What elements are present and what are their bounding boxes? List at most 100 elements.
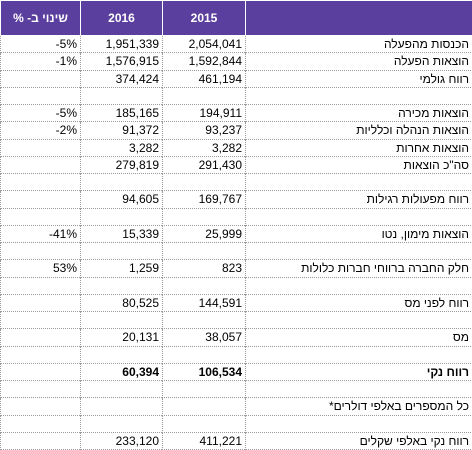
empty-cell: [1, 139, 81, 156]
empty-cell: [163, 381, 246, 398]
value-2015: 169,767: [163, 191, 246, 208]
row-label: הוצאות מכירה: [246, 105, 472, 122]
empty-cell: [81, 208, 163, 225]
table-row: [1, 87, 472, 104]
empty-cell: [1, 243, 81, 260]
empty-cell: [81, 415, 163, 432]
value-2015: 461,194: [163, 70, 246, 87]
empty-cell: [1, 415, 81, 432]
empty-cell: [81, 277, 163, 294]
row-label: רווח גולמי: [246, 70, 472, 87]
value-2016: 233,120: [81, 432, 163, 449]
empty-cell: [1, 191, 81, 208]
empty-cell: [246, 87, 472, 104]
header-cell: שינוי ב- %: [1, 1, 81, 36]
row-label: מס: [246, 329, 472, 346]
empty-cell: [81, 87, 163, 104]
change-percent: -5%: [1, 105, 81, 122]
empty-cell: [81, 174, 163, 191]
empty-cell: [246, 208, 472, 225]
value-2015: 38,057: [163, 329, 246, 346]
empty-cell: [163, 415, 246, 432]
value-2016: 94,605: [81, 191, 163, 208]
empty-cell: [81, 346, 163, 363]
row-label: הוצאות מימון, נטו: [246, 225, 472, 242]
value-2016: 15,339: [81, 225, 163, 242]
empty-cell: [1, 363, 81, 380]
empty-cell: [246, 312, 472, 329]
row-label: סה"כ הוצאות: [246, 156, 472, 173]
header-label-cell: [246, 1, 472, 36]
row-label: רווח לפני מס: [246, 294, 472, 311]
empty-cell: [1, 156, 81, 173]
table-row: כל המספרים באלפי דולרים*: [1, 398, 472, 415]
value-2015: 144,591: [163, 294, 246, 311]
empty-cell: [81, 381, 163, 398]
value-2016: 1,576,915: [81, 53, 163, 70]
empty-cell: [246, 277, 472, 294]
row-label: הוצאות הפעלה: [246, 53, 472, 70]
empty-cell: [1, 346, 81, 363]
empty-cell: [1, 277, 81, 294]
empty-cell: [246, 381, 472, 398]
value-2016: 3,282: [81, 139, 163, 156]
value-2016: 1,259: [81, 260, 163, 277]
value-2015: 194,911: [163, 105, 246, 122]
row-label: הכנסות מהפעלה: [246, 36, 472, 53]
change-percent: -2%: [1, 122, 81, 139]
header-cell: 2016: [81, 1, 163, 36]
empty-cell: [1, 312, 81, 329]
row-label: הוצאות אחרות: [246, 139, 472, 156]
change-percent: -1%: [1, 53, 81, 70]
empty-cell: [246, 415, 472, 432]
empty-cell: [163, 312, 246, 329]
empty-cell: [246, 346, 472, 363]
row-label: רווח מפעולות רגילות: [246, 191, 472, 208]
empty-cell: [1, 208, 81, 225]
value-2015: 93,237: [163, 122, 246, 139]
value-2015: 106,534: [163, 363, 246, 380]
value-2016: 185,165: [81, 105, 163, 122]
empty-cell: [163, 87, 246, 104]
row-label: חלק החברה ברווחי חברות כלולות: [246, 260, 472, 277]
empty-cell: [81, 243, 163, 260]
empty-cell: [1, 432, 81, 449]
table-row: [1, 174, 472, 191]
empty-cell: [246, 243, 472, 260]
row-label: רווח נקי באלפי שקלים: [246, 432, 472, 449]
value-2016: 20,131: [81, 329, 163, 346]
empty-cell: [163, 277, 246, 294]
value-2015: 823: [163, 260, 246, 277]
empty-cell: [1, 398, 81, 415]
value-2015: 411,221: [163, 432, 246, 449]
table-row: [1, 381, 472, 398]
empty-cell: [163, 174, 246, 191]
value-2016: 279,819: [81, 156, 163, 173]
empty-cell: [163, 346, 246, 363]
change-percent: -5%: [1, 36, 81, 53]
value-2016: 80,525: [81, 294, 163, 311]
table-row: [1, 208, 472, 225]
table-row: [1, 243, 472, 260]
row-label: כל המספרים באלפי דולרים*: [246, 398, 472, 415]
header-cell: 2015: [163, 1, 246, 36]
row-label: רווח נקי: [246, 363, 472, 380]
empty-cell: [246, 174, 472, 191]
table-row: [1, 277, 472, 294]
value-2016: 374,424: [81, 70, 163, 87]
value-2015: 2,054,041: [163, 36, 246, 53]
